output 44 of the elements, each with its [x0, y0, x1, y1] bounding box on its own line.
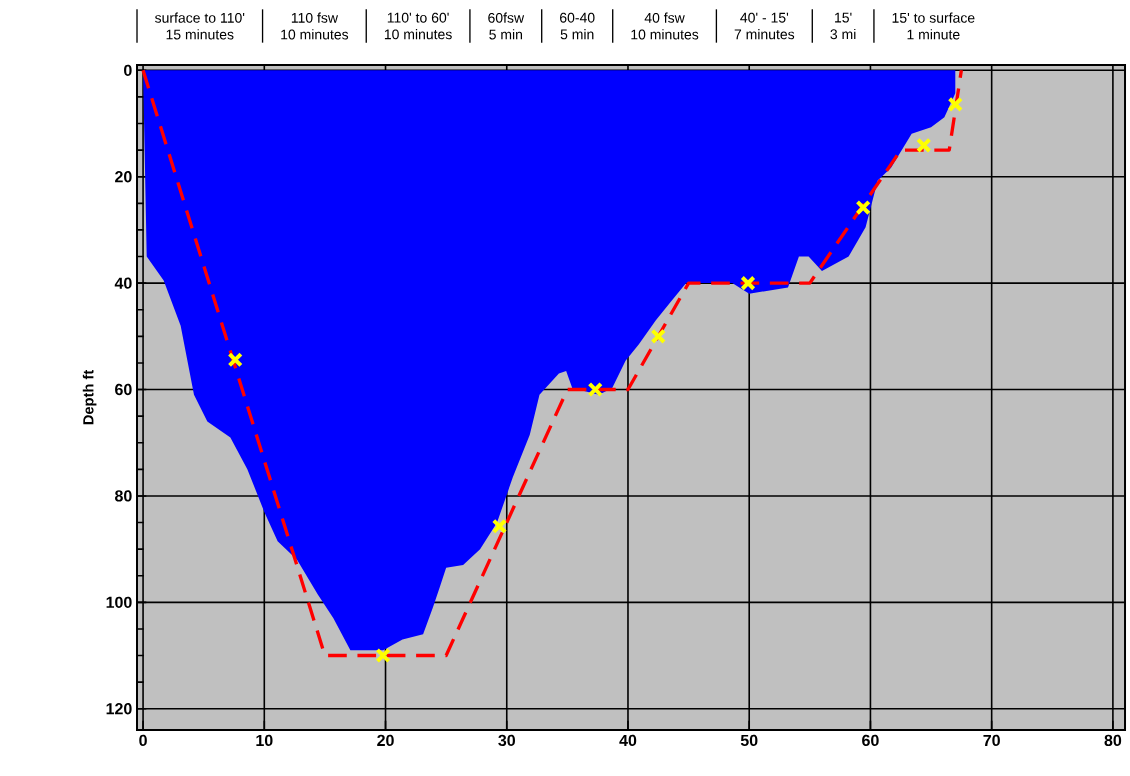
point	[650, 328, 666, 344]
text: 10 minutes	[281, 29, 349, 40]
x-tick-label: 60	[862, 734, 879, 747]
point	[491, 518, 508, 534]
point	[375, 647, 391, 664]
text: 40' - 15'	[740, 12, 789, 23]
x-tick-label: 80	[1104, 734, 1122, 747]
x-tick-label: 70	[983, 734, 1000, 747]
x-tick-label: 0	[139, 734, 147, 747]
y-tick-label: 120	[106, 703, 132, 715]
point	[855, 199, 871, 216]
x-tick-label: 10	[256, 734, 273, 747]
point	[916, 137, 932, 153]
text: 3 mi	[830, 28, 856, 40]
text: 60-40	[560, 12, 595, 23]
text: 1 minute	[907, 29, 960, 40]
x-tick-label: 50	[740, 734, 758, 747]
y-axis-title: Depth ft	[82, 370, 97, 425]
text: 10 minutes	[631, 29, 699, 40]
y-tick-label: 100	[106, 596, 132, 608]
point	[587, 381, 603, 398]
text: 15'	[835, 12, 852, 23]
y-tick-label: 20	[115, 171, 132, 183]
x-tick-label: 40	[619, 734, 637, 747]
text: 15 minutes	[166, 29, 234, 40]
text: 10 minutes	[384, 29, 452, 40]
text: surface to 110'	[155, 12, 245, 23]
text: 110 fsw	[291, 12, 339, 23]
point	[227, 352, 243, 368]
x-tick-label: 30	[498, 734, 515, 747]
point	[740, 275, 756, 291]
y-tick-label: 60	[115, 383, 132, 396]
y-tick-label: 0	[124, 64, 132, 76]
text: 110' to 60'	[387, 12, 449, 23]
text: 15' to surface	[892, 12, 975, 23]
text: 5 min	[560, 29, 594, 40]
x-tick-label: 20	[377, 734, 394, 747]
text: 40 fsw	[644, 12, 685, 23]
point	[947, 96, 963, 113]
text: 60fsw	[488, 12, 525, 23]
y-tick-label: 80	[115, 490, 132, 502]
text: 7 minutes	[734, 29, 795, 40]
y-tick-label: 40	[114, 277, 132, 289]
text: 5 min	[489, 29, 523, 40]
